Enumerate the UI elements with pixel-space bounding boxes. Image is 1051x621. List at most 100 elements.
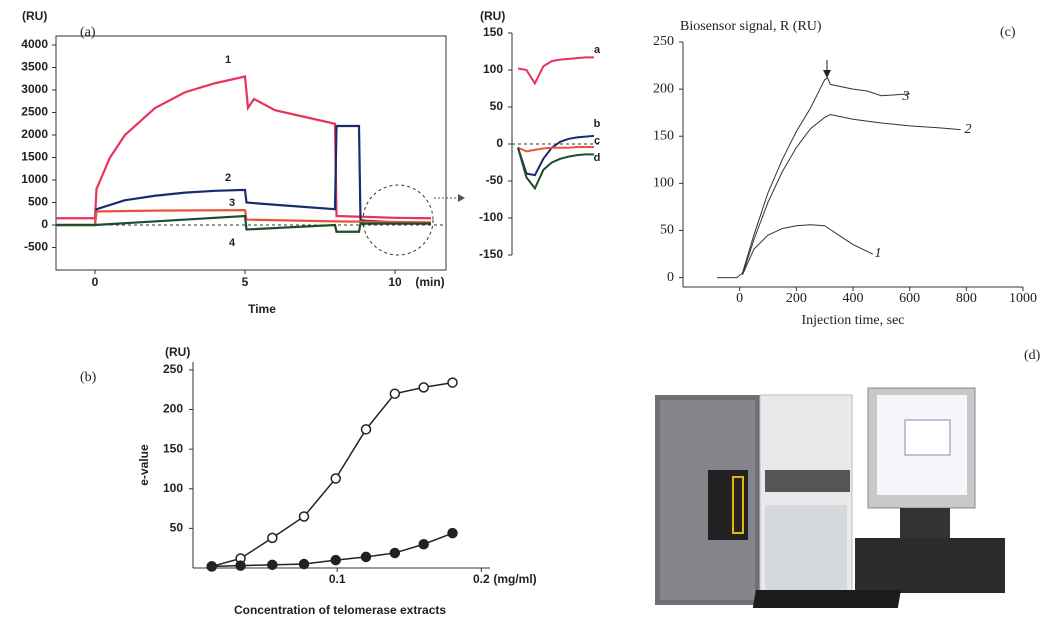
x-tick-label: 0.1 [329,572,346,586]
y-tick-label: 200 [653,81,674,96]
x-tick-label: 5 [242,275,249,289]
y-tick-label: -150 [479,247,503,261]
y-tick-label: 3000 [21,82,48,96]
y-tick-label: 100 [483,62,503,76]
zoom-circle [362,184,434,256]
y-tick-label: 1000 [21,172,48,186]
series-label: 4 [229,237,236,249]
series-label: 2 [965,122,972,137]
data-point [235,560,246,571]
y-tick-label: 1500 [21,150,48,164]
x-label: Injection time, sec [801,313,904,328]
y-unit: (RU) [22,9,47,23]
series-line [742,224,874,275]
y-tick-label: 2500 [21,105,48,119]
y-tick-label: 150 [483,25,503,39]
data-point [298,558,310,570]
y-tick-label: 0 [667,270,674,285]
y-label: Biosensor signal, R (RU) [680,19,822,34]
panel-label: (a) [80,25,96,40]
y-tick-label: 4000 [21,37,48,51]
series-label: b [594,118,601,130]
y-tick-label: -100 [479,210,503,224]
y-tick-label: -500 [24,240,48,254]
data-point [206,561,217,572]
data-point [360,424,372,435]
x-tick-label: 400 [843,291,864,306]
y-tick-label: 0 [496,136,503,150]
data-point [330,473,341,484]
y-tick-label: 2000 [21,127,48,141]
series-line [56,209,432,227]
panel-label: (c) [1000,25,1016,40]
stand [900,508,950,538]
panel-label: (b) [80,370,97,385]
y-tick-label: 200 [163,402,183,416]
series-label: a [594,44,601,56]
y-tick-label: 3500 [21,60,48,74]
reagents [765,505,847,600]
series-line [56,214,431,233]
data-point [267,559,278,571]
y-tick-label: 150 [163,441,183,455]
x-unit: (mg/ml) [493,572,536,586]
keyboard [752,590,901,608]
series-line [56,75,432,220]
y-label: e-value [137,444,151,486]
x-unit: (min) [415,275,444,289]
data-point [360,551,372,563]
x-tick-label: 10 [388,275,402,289]
y-tick-label: 500 [28,195,48,209]
y-tick-label: 50 [490,99,504,113]
y-unit: (RU) [165,345,190,359]
data-point [389,547,401,559]
series-line [517,134,595,177]
y-tick-label: 250 [653,34,674,49]
plot-frame [55,35,447,271]
x-label: Time [248,302,276,316]
instrument-photo [655,387,1005,608]
data-point [447,377,458,388]
x-tick-label: 0 [736,291,743,306]
series-line [742,114,961,275]
series-label: 2 [225,172,231,184]
series-label: 3 [902,89,910,104]
y-tick-label: -50 [486,173,504,187]
data-point [418,382,429,393]
y-unit: (RU) [480,9,505,23]
x-tick-label: 600 [899,291,920,306]
screen-plot [904,419,951,456]
series-line [517,147,594,191]
data-point [298,511,310,522]
y-tick-label: 150 [653,128,674,143]
y-tick-label: 100 [653,176,674,191]
data-point [330,554,341,566]
series-label: 1 [225,54,231,66]
y-tick-label: 100 [163,481,183,495]
panel [708,470,748,540]
series-label: c [594,135,600,147]
x-tick-label: 200 [786,291,807,306]
panel-label: (d) [1024,348,1041,363]
series-line [517,145,594,153]
y-tick-label: 250 [163,362,183,376]
data-point [389,388,401,399]
series-label: 1 [875,246,882,261]
rack [765,470,850,492]
computer [855,538,1005,593]
series-line [717,77,910,279]
series-label: d [594,152,601,164]
zoom-arrow-head [458,194,465,202]
data-point [447,527,458,539]
y-tick-label: 50 [170,521,184,535]
y-tick-label: 50 [660,223,674,238]
data-point [267,532,278,544]
x-tick-label: 800 [956,291,977,306]
x-tick-label: 1000 [1009,291,1037,306]
series-line [517,56,594,86]
y-tick-label: 0 [41,217,48,231]
x-tick-label: 0.2 [473,572,490,586]
data-point [418,538,429,550]
series-line [211,381,453,568]
